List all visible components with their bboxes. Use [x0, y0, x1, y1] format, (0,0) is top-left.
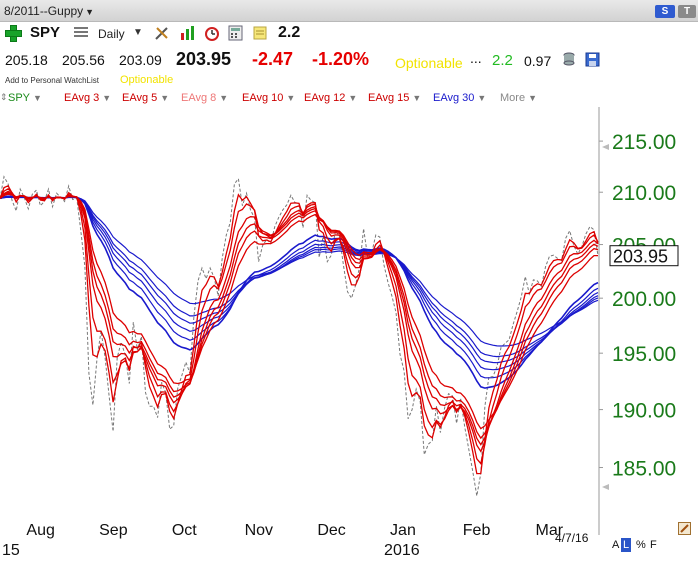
list-icon[interactable]: [74, 27, 88, 39]
y-tick-label: 215.00: [612, 131, 676, 154]
rating-value: 2.2: [278, 24, 301, 41]
last-price-label: 203.95: [613, 247, 668, 267]
window-titlebar: 8/2011--Guppy ▼ S T: [0, 0, 698, 22]
quote-rating: 2.2: [492, 52, 513, 69]
legend-item-eavg-15[interactable]: EAvg 15 ▼: [368, 92, 421, 104]
chevron-down-icon: ▼: [477, 93, 487, 103]
legend-item-spy[interactable]: SPY ▼: [8, 92, 42, 104]
y-tick-label: 200.00: [612, 288, 676, 311]
chevron-down-icon: ▼: [412, 93, 422, 103]
symbol-label[interactable]: SPY: [30, 24, 61, 41]
indicator-legend: SPY ▼ EAvg 3 ▼ EAvg 5 ▼ EAvg 8 ▼ EAvg 10 ▼ EAvg 12…: [0, 91, 698, 107]
x-month-label: Dec: [317, 522, 345, 539]
price-chart[interactable]: 215.00210.00205.00200.00195.00190.00185.…: [0, 107, 698, 561]
ema-50-line: [0, 196, 599, 358]
legend-label: EAvg 3: [64, 92, 100, 104]
last-price: 203.95: [176, 49, 232, 69]
t-badge-button[interactable]: T: [678, 5, 696, 18]
y-tick-label: 195.00: [612, 343, 676, 366]
ema-8-line: [0, 190, 599, 453]
last-date: 4/7/16: [555, 531, 589, 545]
mode-auto[interactable]: A: [612, 539, 620, 551]
legend-item-eavg-5[interactable]: EAvg 5 ▼: [122, 92, 169, 104]
x-month-label: Sep: [99, 522, 128, 539]
note-icon[interactable]: [252, 25, 268, 41]
chevron-down-icon: ▼: [528, 93, 537, 103]
more-ellipsis[interactable]: ...: [470, 50, 482, 66]
y-tick-label: 190.00: [612, 400, 676, 423]
y-tick-label: 185.00: [612, 458, 676, 481]
period-select[interactable]: Daily: [98, 27, 125, 41]
legend-label: SPY: [8, 92, 31, 104]
period-dropdown-icon[interactable]: ▼: [133, 27, 143, 38]
y-tick-label: 210.00: [612, 182, 676, 205]
scroll-down-icon[interactable]: [602, 484, 609, 490]
legend-item-eavg-30[interactable]: EAvg 30 ▼: [433, 92, 486, 104]
ema-30-line: [0, 195, 599, 389]
mode-percent[interactable]: %: [636, 539, 646, 551]
x-year-label: 2016: [384, 542, 420, 559]
mode-log[interactable]: L: [621, 538, 632, 552]
open-price: 205.18: [5, 52, 48, 68]
x-month-label: Oct: [172, 522, 197, 539]
tools-icon[interactable]: [154, 25, 170, 41]
legend-label: EAvg 15: [368, 92, 410, 104]
mode-fixed[interactable]: F: [650, 539, 657, 551]
s-badge-button[interactable]: S: [655, 5, 675, 18]
ema-3-line: [0, 184, 599, 475]
legend-label: EAvg 5: [122, 92, 158, 104]
add-plus-icon[interactable]: [5, 25, 22, 42]
collapse-arrows-icon[interactable]: ⇕: [0, 92, 8, 102]
last-price-box: [609, 245, 679, 267]
chevron-down-icon: ▼: [33, 93, 42, 103]
alarm-clock-icon[interactable]: [204, 25, 220, 41]
watchlist-optionable: Optionable: [120, 74, 174, 86]
chevron-down-icon: ▼: [85, 7, 95, 17]
plot-area: [0, 107, 599, 537]
ema-40-line: [0, 196, 599, 371]
legend-item-more[interactable]: More ▼: [500, 92, 537, 104]
price-change: -2.47: [252, 49, 294, 69]
database-icon[interactable]: [562, 52, 576, 66]
low-price: 203.09: [119, 52, 162, 68]
ema-60-line: [0, 196, 599, 347]
beta-value: 0.97: [524, 53, 552, 69]
x-month-label: Mar: [536, 522, 564, 539]
chevron-down-icon: ▼: [160, 93, 170, 103]
legend-label: EAvg 10: [242, 92, 284, 104]
legend-label: EAvg 8: [181, 92, 217, 104]
legend-item-eavg-10[interactable]: EAvg 10 ▼: [242, 92, 295, 104]
chart-title-menu[interactable]: 8/2011--Guppy ▼: [4, 4, 94, 18]
high-price: 205.56: [62, 52, 105, 68]
scroll-up-icon[interactable]: [602, 144, 609, 150]
add-to-watchlist-link[interactable]: Add to Personal WatchList: [5, 76, 99, 85]
chevron-down-icon: ▼: [219, 93, 229, 103]
x-month-label: Nov: [245, 522, 273, 539]
legend-label: More: [500, 92, 526, 104]
toolbar: SPY Daily ▼ 2.2: [0, 22, 698, 44]
chevron-down-icon: ▼: [102, 93, 112, 103]
legend-item-eavg-8[interactable]: EAvg 8 ▼: [181, 92, 228, 104]
legend-item-eavg-3[interactable]: EAvg 3 ▼: [64, 92, 111, 104]
x-month-label: Jan: [390, 522, 416, 539]
price-change-pct: -1.20%: [312, 49, 370, 69]
bar-chart-icon[interactable]: [180, 25, 196, 41]
x-month-label: Feb: [463, 522, 491, 539]
ema-5-line: [0, 187, 599, 466]
optionable-label: Optionable: [395, 55, 463, 71]
chevron-down-icon: ▼: [286, 93, 296, 103]
legend-item-eavg-12[interactable]: EAvg 12 ▼: [304, 92, 357, 104]
x-month-label: Aug: [26, 522, 54, 539]
chevron-down-icon: ▼: [348, 93, 358, 103]
calculator-icon[interactable]: [228, 25, 244, 41]
legend-label: EAvg 12: [304, 92, 346, 104]
ema-45-line: [0, 196, 599, 364]
edit-pencil-icon[interactable]: [678, 522, 691, 535]
ema-15-line: [0, 193, 598, 430]
x-year-label: 15: [2, 542, 20, 559]
legend-label: EAvg 30: [433, 92, 475, 104]
save-disk-icon[interactable]: [585, 52, 600, 67]
quote-row: 205.18 205.56 203.09 203.95 -2.47 -1.20%…: [0, 46, 698, 74]
chart-title: 8/2011--Guppy: [4, 4, 84, 18]
